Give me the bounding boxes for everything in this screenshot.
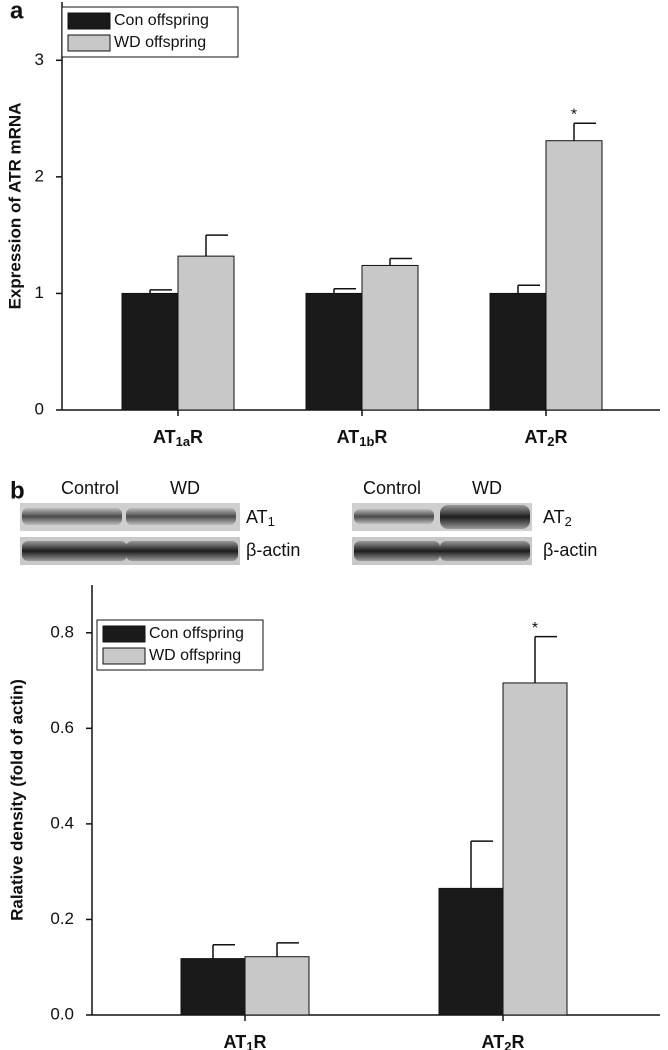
blot-band [126, 508, 236, 525]
bar [305, 292, 363, 411]
error-bar [333, 288, 356, 294]
error-bar [534, 635, 557, 683]
blot-row-label: β-actin [543, 540, 597, 560]
legend-label: Con offspring [149, 625, 244, 642]
blot-column-label: Control [363, 478, 421, 498]
blot-band [440, 505, 530, 529]
y-tick-label: 0 [35, 399, 44, 418]
blot-column-label: WD [170, 478, 200, 498]
blot-column-label: Control [61, 478, 119, 498]
y-tick-label: 0.0 [50, 1004, 74, 1023]
legend-swatch [102, 625, 146, 643]
bar [545, 140, 603, 411]
bar [180, 958, 246, 1016]
blot-band [22, 541, 127, 561]
legend-label: WD offspring [149, 647, 241, 664]
y-tick-label: 3 [35, 50, 44, 69]
blot-images [20, 503, 532, 565]
blot-band [354, 541, 440, 561]
blot-band [354, 509, 434, 524]
y-axis-title: Expression of ATR mRNA [5, 103, 24, 310]
x-tick-label: AT1bR [337, 427, 388, 450]
blot-row-label: AT2 [543, 507, 572, 530]
legend-swatch [102, 647, 146, 665]
bar [502, 682, 568, 1016]
error-bar [276, 942, 299, 957]
y-tick-label: 2 [35, 166, 44, 185]
blot-row-label: AT1 [246, 507, 275, 530]
bar [121, 292, 179, 411]
legend-swatch [67, 34, 111, 52]
bar [244, 956, 310, 1016]
bar [489, 292, 547, 411]
y-tick-label: 0.2 [50, 909, 74, 928]
blot-band [440, 541, 530, 561]
panel-label: b [10, 477, 25, 504]
significance-mark: * [571, 106, 577, 123]
x-tick-label: AT1aR [153, 427, 203, 450]
significance-mark: * [532, 620, 538, 637]
x-tick-label: AT2R [482, 1032, 525, 1050]
blot-band [126, 541, 238, 561]
bar [361, 264, 419, 411]
blot-band [22, 508, 122, 525]
error-bar [517, 284, 540, 294]
panel-label: a [10, 0, 24, 24]
error-bar [470, 840, 493, 889]
y-tick-label: 0.8 [50, 622, 74, 641]
error-bar [149, 289, 172, 294]
legend-label: Con offspring [114, 12, 209, 29]
error-bar [205, 234, 228, 257]
error-bar [573, 122, 596, 141]
x-tick-label: AT1R [224, 1032, 267, 1050]
x-tick-label: AT2R [525, 427, 568, 450]
y-tick-label: 0.6 [50, 718, 74, 737]
bar [177, 255, 235, 411]
error-bar [212, 944, 235, 959]
blot-row-label: β-actin [246, 540, 300, 560]
bar [438, 887, 504, 1016]
y-tick-label: 0.4 [50, 813, 74, 832]
legend-label: WD offspring [114, 34, 206, 51]
y-tick-label: 1 [35, 283, 44, 302]
legend-swatch [67, 12, 111, 30]
blot-column-label: WD [472, 478, 502, 498]
error-bar [389, 257, 412, 266]
y-axis-title: Ralative density (fold of actin) [7, 679, 26, 921]
